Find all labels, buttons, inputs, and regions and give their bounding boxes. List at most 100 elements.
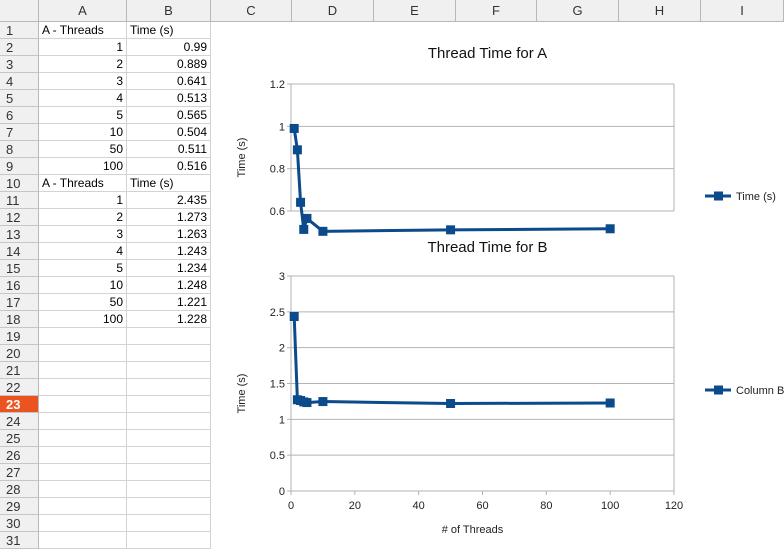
cell-a12[interactable]: 2 <box>39 209 127 226</box>
cell-b1[interactable]: Time (s) <box>127 22 211 39</box>
cell-a30[interactable] <box>39 515 127 532</box>
column-header-h[interactable]: H <box>619 0 701 22</box>
row-header-9[interactable]: 9 <box>0 158 39 175</box>
row-header-10[interactable]: 10 <box>0 175 39 192</box>
cell-b10[interactable]: Time (s) <box>127 175 211 192</box>
cell-a17[interactable]: 50 <box>39 294 127 311</box>
row-header-25[interactable]: 25 <box>0 430 39 447</box>
cell-a21[interactable] <box>39 362 127 379</box>
cell-b26[interactable] <box>127 447 211 464</box>
cell-b31[interactable] <box>127 532 211 549</box>
cell-b21[interactable] <box>127 362 211 379</box>
row-header-16[interactable]: 16 <box>0 277 39 294</box>
cell-a11[interactable]: 1 <box>39 192 127 209</box>
cell-a18[interactable]: 100 <box>39 311 127 328</box>
cell-b24[interactable] <box>127 413 211 430</box>
cell-b27[interactable] <box>127 464 211 481</box>
cell-a15[interactable]: 5 <box>39 260 127 277</box>
cell-a4[interactable]: 3 <box>39 73 127 90</box>
cell-b13[interactable]: 1.263 <box>127 226 211 243</box>
cell-a13[interactable]: 3 <box>39 226 127 243</box>
cell-a6[interactable]: 5 <box>39 107 127 124</box>
row-header-18[interactable]: 18 <box>0 311 39 328</box>
column-header-d[interactable]: D <box>292 0 374 22</box>
cell-a25[interactable] <box>39 430 127 447</box>
row-header-13[interactable]: 13 <box>0 226 39 243</box>
cell-b22[interactable] <box>127 379 211 396</box>
cell-a28[interactable] <box>39 481 127 498</box>
cell-b12[interactable]: 1.273 <box>127 209 211 226</box>
cell-a10[interactable]: A - Threads <box>39 175 127 192</box>
row-header-23[interactable]: 23 <box>0 396 39 413</box>
row-header-7[interactable]: 7 <box>0 124 39 141</box>
row-header-26[interactable]: 26 <box>0 447 39 464</box>
row-header-3[interactable]: 3 <box>0 56 39 73</box>
row-header-29[interactable]: 29 <box>0 498 39 515</box>
cell-b14[interactable]: 1.243 <box>127 243 211 260</box>
column-header-c[interactable]: C <box>211 0 292 22</box>
row-header-12[interactable]: 12 <box>0 209 39 226</box>
cell-a9[interactable]: 100 <box>39 158 127 175</box>
cell-b18[interactable]: 1.228 <box>127 311 211 328</box>
column-header-b[interactable]: B <box>127 0 211 22</box>
row-header-17[interactable]: 17 <box>0 294 39 311</box>
cell-a8[interactable]: 50 <box>39 141 127 158</box>
cell-a19[interactable] <box>39 328 127 345</box>
row-header-6[interactable]: 6 <box>0 107 39 124</box>
row-header-21[interactable]: 21 <box>0 362 39 379</box>
cell-b28[interactable] <box>127 481 211 498</box>
cell-b29[interactable] <box>127 498 211 515</box>
cell-b11[interactable]: 2.435 <box>127 192 211 209</box>
cell-a2[interactable]: 1 <box>39 39 127 56</box>
column-header-g[interactable]: G <box>537 0 619 22</box>
cell-b7[interactable]: 0.504 <box>127 124 211 141</box>
cell-a27[interactable] <box>39 464 127 481</box>
row-header-24[interactable]: 24 <box>0 413 39 430</box>
cell-a3[interactable]: 2 <box>39 56 127 73</box>
cell-b3[interactable]: 0.889 <box>127 56 211 73</box>
cell-b16[interactable]: 1.248 <box>127 277 211 294</box>
cell-a26[interactable] <box>39 447 127 464</box>
column-header-e[interactable]: E <box>374 0 456 22</box>
cell-a23[interactable] <box>39 396 127 413</box>
cell-b25[interactable] <box>127 430 211 447</box>
row-header-14[interactable]: 14 <box>0 243 39 260</box>
row-header-11[interactable]: 11 <box>0 192 39 209</box>
cell-b2[interactable]: 0.99 <box>127 39 211 56</box>
cell-b20[interactable] <box>127 345 211 362</box>
cell-a31[interactable] <box>39 532 127 549</box>
cell-a20[interactable] <box>39 345 127 362</box>
cell-a5[interactable]: 4 <box>39 90 127 107</box>
cell-a16[interactable]: 10 <box>39 277 127 294</box>
cell-a1[interactable]: A - Threads <box>39 22 127 39</box>
row-header-1[interactable]: 1 <box>0 22 39 39</box>
column-header-f[interactable]: F <box>456 0 537 22</box>
row-header-15[interactable]: 15 <box>0 260 39 277</box>
row-header-4[interactable]: 4 <box>0 73 39 90</box>
row-header-8[interactable]: 8 <box>0 141 39 158</box>
cell-b15[interactable]: 1.234 <box>127 260 211 277</box>
cell-a14[interactable]: 4 <box>39 243 127 260</box>
cell-b5[interactable]: 0.513 <box>127 90 211 107</box>
row-header-31[interactable]: 31 <box>0 532 39 549</box>
row-header-5[interactable]: 5 <box>0 90 39 107</box>
select-all-corner[interactable] <box>0 0 39 22</box>
row-header-30[interactable]: 30 <box>0 515 39 532</box>
row-header-28[interactable]: 28 <box>0 481 39 498</box>
cell-b23[interactable] <box>127 396 211 413</box>
cell-b17[interactable]: 1.221 <box>127 294 211 311</box>
cell-b4[interactable]: 0.641 <box>127 73 211 90</box>
cell-a22[interactable] <box>39 379 127 396</box>
row-header-2[interactable]: 2 <box>0 39 39 56</box>
row-header-19[interactable]: 19 <box>0 328 39 345</box>
cell-a24[interactable] <box>39 413 127 430</box>
cell-b30[interactable] <box>127 515 211 532</box>
cell-b6[interactable]: 0.565 <box>127 107 211 124</box>
row-header-27[interactable]: 27 <box>0 464 39 481</box>
column-header-a[interactable]: A <box>39 0 127 22</box>
cell-a7[interactable]: 10 <box>39 124 127 141</box>
cell-b9[interactable]: 0.516 <box>127 158 211 175</box>
cell-b19[interactable] <box>127 328 211 345</box>
